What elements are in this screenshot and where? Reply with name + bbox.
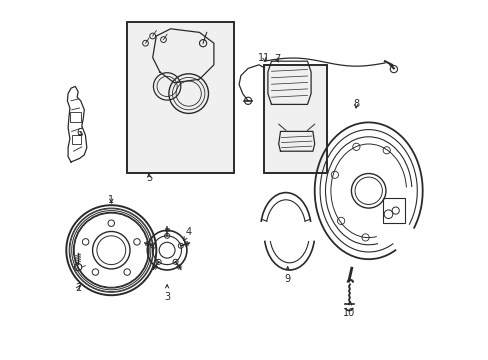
Bar <box>264 65 326 173</box>
Text: 5: 5 <box>146 173 152 183</box>
Text: 2: 2 <box>75 283 81 293</box>
Text: 10: 10 <box>342 302 354 318</box>
Text: 8: 8 <box>352 99 358 109</box>
Bar <box>70 112 81 122</box>
Text: 6: 6 <box>77 128 82 138</box>
Bar <box>72 135 81 144</box>
Bar <box>127 22 233 173</box>
Text: 11: 11 <box>258 53 270 63</box>
Text: 3: 3 <box>163 285 170 302</box>
Bar <box>127 22 233 173</box>
Text: 4: 4 <box>183 227 191 240</box>
Text: 9: 9 <box>284 267 290 284</box>
Text: 1: 1 <box>108 195 114 205</box>
Bar <box>382 198 404 223</box>
Bar <box>264 65 326 173</box>
Text: 7: 7 <box>273 54 280 64</box>
